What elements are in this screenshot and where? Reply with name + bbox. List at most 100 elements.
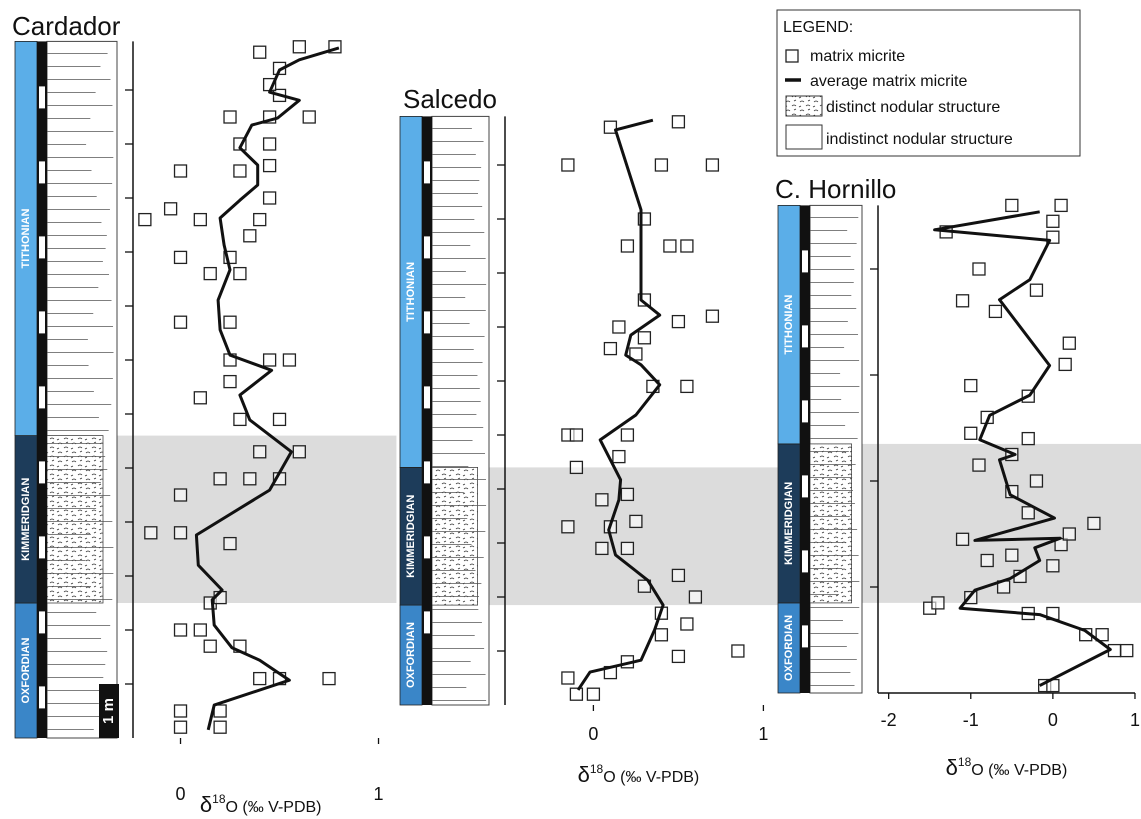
section-title: Cardador	[12, 11, 121, 41]
data-point	[688, 590, 703, 604]
data-point	[1062, 527, 1076, 541]
x-axis-rest: O (‰ V-PDB)	[603, 769, 699, 786]
data-point	[671, 115, 686, 129]
data-point	[253, 671, 267, 686]
data-point	[253, 445, 267, 459]
data-point	[173, 250, 188, 265]
data-point	[262, 191, 277, 205]
data-point	[213, 720, 227, 734]
data-point	[705, 158, 720, 172]
x-tick-label: 0	[588, 724, 598, 744]
data-point	[173, 704, 188, 718]
data-point	[282, 353, 297, 367]
data-point	[637, 331, 652, 345]
data-point	[1062, 336, 1076, 350]
polarity-gap	[39, 311, 45, 334]
polarity-gap	[802, 475, 808, 498]
polarity-gap	[802, 325, 808, 348]
data-point	[253, 45, 267, 59]
data-point	[620, 428, 635, 442]
data-point	[173, 720, 188, 734]
data-point	[233, 412, 247, 427]
data-point	[173, 164, 188, 178]
x-axis-symbol: δ	[578, 762, 590, 787]
data-point	[586, 687, 601, 701]
nodular-interval	[46, 435, 104, 604]
polarity-gap	[39, 461, 45, 484]
data-point	[193, 212, 207, 227]
polarity-gap	[424, 161, 430, 184]
data-point	[223, 110, 237, 124]
data-point	[671, 314, 686, 329]
data-point	[972, 262, 986, 276]
data-point	[1005, 548, 1019, 562]
data-point	[654, 158, 669, 172]
scale-bar-label: 1 m	[100, 698, 117, 724]
stage-label: KIMMERIDGIAN	[405, 495, 417, 578]
data-point	[233, 266, 247, 281]
data-point	[603, 120, 618, 134]
data-point	[705, 309, 720, 323]
data-point	[1021, 431, 1035, 446]
polarity-bar	[422, 116, 432, 705]
data-point	[629, 514, 643, 529]
data-point	[173, 623, 188, 637]
legend-label: distinct nodular structure	[826, 99, 1000, 116]
x-axis-title: δ18O (‰ V-PDB)	[200, 792, 322, 817]
section-title: C. Hornillo	[775, 174, 896, 204]
data-point	[292, 40, 306, 54]
data-point	[569, 428, 584, 442]
polarity-gap	[424, 311, 430, 334]
legend-pattern	[785, 124, 823, 150]
data-point	[173, 526, 188, 540]
section-title: Salcedo	[403, 84, 497, 114]
data-point	[213, 472, 227, 486]
legend: LEGEND: matrix micrite average matrix mi…	[776, 9, 1081, 157]
data-point	[680, 239, 694, 253]
x-axis-superscript: 18	[958, 755, 972, 769]
legend-box	[776, 9, 1081, 157]
data-point	[1095, 628, 1109, 642]
polarity-gap	[39, 236, 45, 259]
data-point	[620, 487, 635, 502]
data-point	[620, 239, 635, 253]
data-point	[262, 353, 277, 367]
data-point	[223, 315, 237, 329]
data-point	[595, 541, 609, 556]
average-line	[194, 46, 340, 731]
data-point	[272, 412, 287, 427]
lithology-column	[46, 40, 118, 739]
x-tick-label: -2	[881, 710, 897, 730]
data-point	[980, 553, 994, 568]
legend-title: LEGEND:	[783, 19, 853, 36]
data-point	[595, 493, 609, 507]
data-point	[964, 426, 978, 440]
scale-bar	[99, 684, 119, 738]
data-point	[223, 536, 237, 551]
data-point	[193, 391, 207, 405]
data-point	[173, 315, 188, 329]
data-point	[203, 266, 217, 281]
data-point	[292, 445, 306, 459]
x-axis-symbol: δ	[200, 792, 212, 817]
stage-label: TITHONIAN	[405, 262, 417, 322]
average-line	[576, 118, 665, 691]
x-tick-label: 1	[758, 724, 768, 744]
data-point	[972, 458, 986, 472]
polarity-gap	[39, 161, 45, 184]
data-point	[322, 671, 336, 686]
x-axis-title: δ18O (‰ V-PDB)	[946, 755, 1068, 780]
data-point	[1054, 198, 1068, 213]
data-point	[1046, 214, 1060, 228]
data-point	[931, 596, 945, 610]
data-point	[663, 239, 677, 253]
data-point	[302, 110, 316, 124]
stage-label: TITHONIAN	[20, 209, 32, 269]
data-point	[620, 541, 635, 556]
polarity-gap	[424, 461, 430, 484]
nodular-interval	[809, 443, 852, 604]
polarity-gap	[802, 625, 808, 648]
polarity-gap	[802, 550, 808, 573]
lithology-column	[431, 115, 490, 706]
data-point	[253, 212, 267, 227]
